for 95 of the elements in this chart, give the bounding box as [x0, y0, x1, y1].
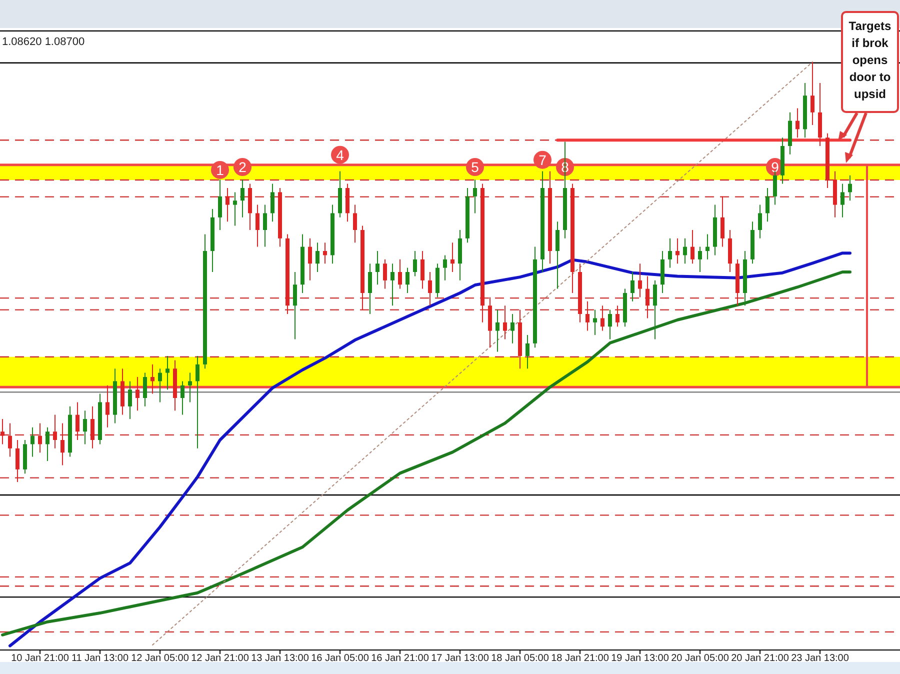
- candlestick: [376, 250, 380, 286]
- x-tick-label: 20 Jan 21:00: [731, 653, 790, 664]
- candlestick: [83, 410, 87, 445]
- candlestick: [166, 356, 170, 390]
- candlestick: [758, 204, 762, 239]
- candlestick: [263, 204, 267, 248]
- candlestick: [646, 276, 650, 319]
- annotation: 2: [238, 159, 247, 175]
- candlestick: [180, 380, 184, 416]
- candlestick: [60, 422, 64, 466]
- candlestick: [316, 242, 320, 272]
- candlestick: [128, 380, 132, 420]
- candlestick: [8, 422, 12, 458]
- candlestick: [188, 372, 192, 403]
- candlestick: [630, 272, 634, 302]
- x-tick-label: 12 Jan 21:00: [191, 653, 250, 664]
- x-tick-label: 16 Jan 05:00: [311, 653, 370, 664]
- candlestick: [413, 250, 417, 277]
- candlestick: [526, 334, 530, 370]
- annotation: 5: [471, 159, 480, 175]
- candlestick: [240, 179, 244, 218]
- candlestick: [16, 440, 20, 482]
- candlestick: [638, 263, 642, 298]
- candlestick: [420, 250, 424, 290]
- candlestick: [668, 238, 672, 268]
- candlestick: [38, 422, 42, 454]
- candlestick: [683, 238, 687, 264]
- candlestick: [76, 402, 80, 440]
- x-tick-label: 16 Jan 21:00: [371, 653, 430, 664]
- candlestick: [428, 272, 432, 306]
- candlestick: [698, 246, 702, 272]
- candlestick: [848, 174, 852, 202]
- candlestick: [90, 406, 94, 449]
- candlestick: [720, 196, 724, 248]
- candlestick: [53, 414, 57, 449]
- candlestick: [653, 280, 657, 340]
- candlestick: [368, 263, 372, 314]
- candlestick: [218, 179, 222, 230]
- x-tick-label: 17 Jan 13:00: [431, 653, 490, 664]
- candlestick: [443, 254, 447, 281]
- text: 1.08620 1.08700: [2, 36, 85, 48]
- x-tick-label: 10 Jan 21:00: [11, 653, 70, 664]
- candlestick: [293, 272, 297, 340]
- candlestick: [796, 108, 800, 138]
- x-tick-label: 19 Jan 13:00: [611, 653, 670, 664]
- candlestick: [158, 368, 162, 403]
- candlestick: [106, 384, 110, 428]
- candlestick: [496, 309, 500, 352]
- x-tick-label: 11 Jan 13:00: [71, 653, 129, 664]
- candlestick: [690, 230, 694, 264]
- candlestick: [616, 305, 620, 328]
- candlestick: [150, 364, 154, 394]
- annotation: 7: [538, 152, 547, 168]
- candlestick: [196, 356, 200, 449]
- candlestick: [473, 179, 477, 214]
- candlestick: [226, 188, 230, 222]
- candlestick: [398, 258, 402, 290]
- candlestick: [46, 426, 50, 462]
- candlestick: [503, 305, 507, 340]
- candlestick: [270, 183, 274, 222]
- candlestick: [608, 309, 612, 340]
- candlestick: [143, 372, 147, 407]
- candlestick: [510, 314, 514, 344]
- candlestick: [0, 418, 4, 445]
- candlestick: [308, 238, 312, 281]
- annotation: 1: [216, 162, 224, 178]
- x-tick-label: 13 Jan 13:00: [251, 653, 310, 664]
- candlestick: [676, 238, 680, 264]
- candlestick: [810, 62, 814, 126]
- candlestick: [30, 426, 34, 458]
- candlestick: [586, 300, 590, 332]
- x-tick-label: 23 Jan 13:00: [791, 653, 850, 664]
- annotation: 9: [771, 159, 780, 175]
- candlestick: [840, 183, 844, 218]
- candlestick: [233, 192, 237, 226]
- x-tick-label: 18 Jan 21:00: [551, 653, 610, 664]
- candlestick: [383, 258, 387, 290]
- candlestick: [450, 242, 454, 272]
- candlestick: [593, 309, 597, 336]
- x-tick-label: 12 Jan 05:00: [131, 653, 190, 664]
- candlestick: [766, 188, 770, 222]
- annotation: 4: [336, 146, 344, 163]
- x-tick-label: 20 Jan 05:00: [671, 653, 730, 664]
- candlestick: [136, 376, 140, 412]
- candlestick: [256, 204, 260, 248]
- candlestick: [773, 170, 777, 206]
- x-tick-label: 18 Jan 05:00: [491, 653, 550, 664]
- candlestick: [706, 234, 710, 260]
- annotation: Targets if brok opens door to upsid: [848, 19, 892, 101]
- candlestick: [406, 267, 410, 294]
- candlestick: [353, 204, 357, 244]
- candlestick: [323, 242, 327, 264]
- candlestick: [556, 221, 560, 290]
- candlestick: [600, 305, 604, 332]
- candlestick: [390, 263, 394, 306]
